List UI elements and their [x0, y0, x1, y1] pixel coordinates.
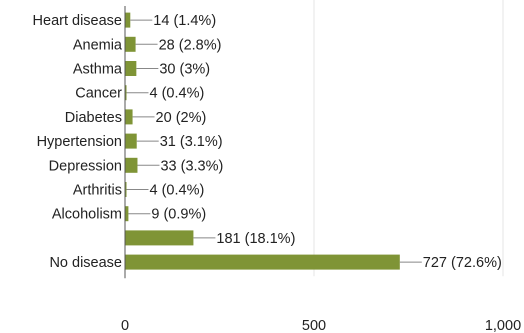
data-label: 9 (0.9%): [151, 207, 206, 223]
bar: [125, 230, 194, 246]
bar: [125, 61, 137, 76]
category-label: Hypertension: [37, 134, 122, 150]
category-label: Arthritis: [73, 183, 122, 199]
data-label: 30 (3%): [159, 62, 210, 78]
bar: [125, 133, 137, 149]
category-label: Cancer: [75, 86, 122, 102]
bar: [125, 12, 131, 28]
category-label: Asthma: [73, 62, 123, 78]
data-label: 14 (1.4%): [153, 13, 216, 29]
category-label: Alcoholism: [52, 207, 122, 223]
bar: [125, 206, 129, 222]
bar: [125, 157, 138, 173]
category-label: Heart disease: [33, 13, 122, 29]
bar: [125, 85, 127, 101]
data-label: 28 (2.8%): [159, 37, 222, 53]
data-labels: 14 (1.4%) 28 (2.8%) 30 (3%) 4 (0.4%) 20 (2%)…: [150, 13, 502, 271]
data-label: 20 (2%): [156, 110, 207, 126]
gridlines: [313, 0, 504, 277]
x-axis-tick-labels: 0 500 1,000: [121, 318, 521, 333]
data-label: 4 (0.4%): [150, 183, 205, 199]
category-label: Diabetes: [65, 110, 122, 126]
category-label: No disease: [49, 255, 122, 271]
data-label: 33 (3.3%): [160, 158, 223, 174]
bar: [125, 109, 133, 125]
data-label: 181 (18.1%): [216, 231, 295, 247]
bar: [125, 182, 127, 197]
bar: [125, 36, 136, 52]
data-label: 31 (3.1%): [160, 134, 223, 150]
category-label: Anemia: [73, 37, 123, 53]
leader-lines: [126, 19, 422, 263]
category-label: Depression: [49, 158, 122, 174]
data-label: 4 (0.4%): [150, 86, 205, 102]
x-tick-label: 0: [121, 318, 129, 333]
bar: [125, 254, 400, 270]
x-tick-label: 500: [302, 318, 326, 333]
bars: [125, 12, 400, 270]
category-labels: Heart disease Anemia Asthma Cancer Diabetes H…: [33, 13, 123, 271]
x-tick-label: 1,000: [485, 318, 521, 333]
data-label: 727 (72.6%): [423, 255, 502, 271]
